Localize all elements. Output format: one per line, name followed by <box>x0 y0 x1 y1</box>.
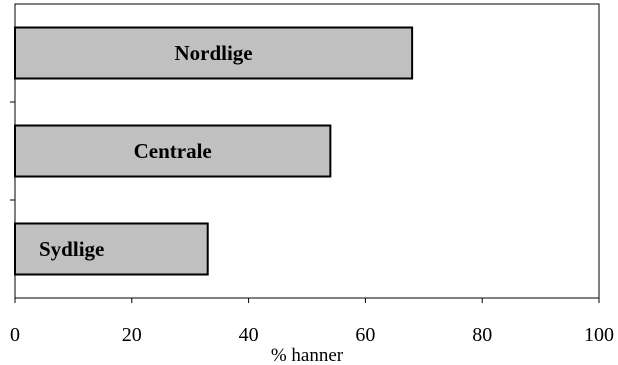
bar-label-sydlige: Sydlige <box>39 237 104 261</box>
x-axis: 0 20 40 60 80 100 <box>10 101 614 346</box>
bar-label-nordlige: Nordlige <box>174 41 252 65</box>
x-tick-label: 0 <box>10 324 20 346</box>
x-tick-label: 100 <box>584 324 614 346</box>
bar-label-centrale: Centrale <box>134 139 212 163</box>
bar-labels: Nordlige Centrale Sydlige <box>39 41 253 261</box>
x-axis-title: % hanner <box>271 345 344 365</box>
x-tick-label: 60 <box>355 324 375 346</box>
x-tick-label: 40 <box>239 324 259 346</box>
bar-nordlige <box>14 26 414 80</box>
bar-centrale <box>14 124 332 178</box>
x-tick-label: 80 <box>472 324 492 346</box>
bar-sydlige <box>14 222 209 276</box>
x-tick-label: 20 <box>122 324 142 346</box>
bars <box>14 26 414 276</box>
